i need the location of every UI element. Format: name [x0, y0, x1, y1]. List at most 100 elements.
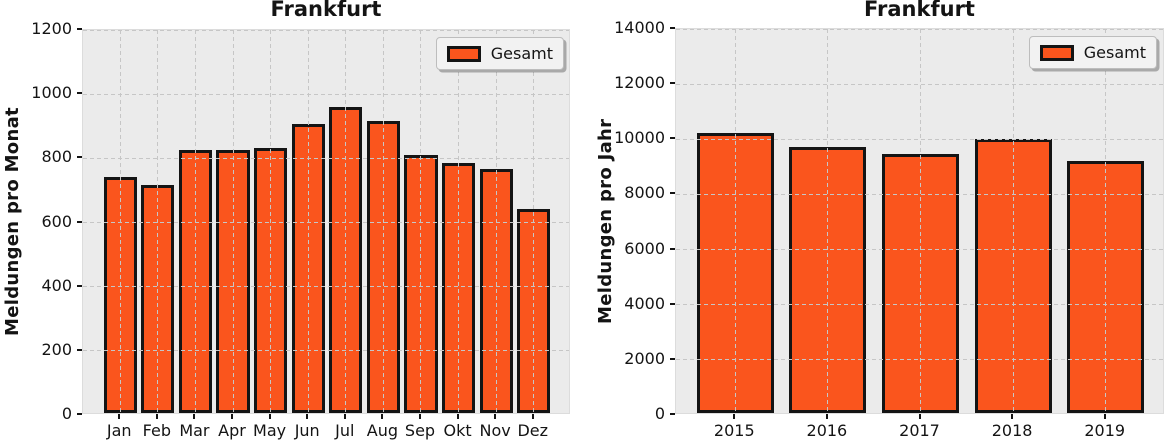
- y-tick-label-400: 400: [41, 275, 72, 295]
- x-tick-nov: [494, 414, 497, 419]
- gridline-x-aug: [382, 30, 384, 413]
- x-tick-label-jul: Jul: [335, 421, 355, 440]
- legend: Gesamt: [1028, 36, 1157, 69]
- gridline-y-400: [83, 286, 569, 288]
- gridline-y-1200: [83, 29, 569, 31]
- gridline-x-okt: [458, 30, 460, 413]
- x-tick-jun: [306, 414, 309, 419]
- gridline-x-jan: [119, 30, 121, 413]
- y-tick-400: [77, 284, 82, 287]
- y-tick-8000: [670, 192, 675, 195]
- y-tick-200: [77, 348, 82, 351]
- x-tick-label-mar: Mar: [179, 421, 210, 440]
- gridline-y-800: [83, 157, 569, 159]
- y-tick-label-1000: 1000: [31, 83, 72, 103]
- gridline-x-2016: [827, 29, 829, 413]
- x-tick-mar: [193, 414, 196, 419]
- legend-label: Gesamt: [490, 44, 553, 63]
- plot-area: Gesamt: [675, 28, 1164, 414]
- y-tick-1200: [77, 28, 82, 30]
- gridline-x-apr: [232, 30, 234, 413]
- x-tick-2017: [918, 414, 921, 419]
- y-tick-label-800: 800: [41, 147, 72, 167]
- gridline-y-600: [83, 222, 569, 223]
- chart-title: Frankfurt: [864, 0, 975, 21]
- y-tick-label-4000: 4000: [624, 293, 665, 313]
- x-tick-label-jan: Jan: [106, 421, 132, 440]
- x-tick-label-okt: Okt: [443, 421, 472, 440]
- gridline-x-2018: [1012, 29, 1014, 413]
- x-tick-2018: [1011, 414, 1014, 419]
- gridline-x-2015: [734, 29, 736, 413]
- gridline-y-8000: [676, 193, 1163, 195]
- gridline-x-2017: [920, 29, 921, 413]
- plot-area: Gesamt: [82, 29, 570, 414]
- y-tick-0: [670, 413, 675, 415]
- y-tick-0: [77, 413, 82, 415]
- gridline-y-6000: [676, 249, 1163, 251]
- gridline-y-14000: [676, 28, 1163, 30]
- gridline-x-jul: [345, 30, 347, 413]
- x-tick-label-2016: 2016: [806, 421, 848, 440]
- gridline-y-1000: [83, 93, 569, 95]
- x-tick-2016: [825, 414, 828, 419]
- legend: Gesamt: [435, 37, 564, 70]
- gridline-x-jun: [307, 30, 309, 413]
- x-tick-label-apr: Apr: [218, 421, 246, 440]
- y-tick-4000: [670, 302, 675, 305]
- gridline-x-dez: [533, 30, 535, 413]
- y-tick-label-8000: 8000: [624, 183, 665, 203]
- y-tick-label-0: 0: [61, 404, 72, 423]
- y-tick-label-0: 0: [654, 404, 665, 423]
- x-tick-label-2018: 2018: [991, 421, 1033, 440]
- gridline-x-mar: [194, 30, 196, 413]
- y-tick-label-600: 600: [41, 211, 72, 231]
- x-tick-aug: [381, 414, 384, 419]
- gridline-x-sep: [420, 30, 422, 413]
- x-tick-dez: [531, 414, 534, 419]
- y-tick-label-1200: 1200: [31, 19, 72, 38]
- gridline-x-may: [270, 30, 272, 413]
- y-tick-600: [77, 220, 82, 223]
- x-tick-sep: [418, 414, 421, 419]
- x-tick-label-aug: Aug: [366, 421, 399, 440]
- y-tick-6000: [670, 247, 675, 250]
- x-tick-label-dez: Dez: [517, 421, 549, 440]
- x-tick-feb: [155, 414, 158, 419]
- x-tick-label-feb: Feb: [142, 421, 171, 440]
- x-tick-jul: [343, 414, 346, 419]
- x-tick-label-jun: Jun: [294, 421, 320, 440]
- x-tick-may: [268, 414, 271, 419]
- y-tick-14000: [670, 27, 675, 29]
- legend-label: Gesamt: [1083, 43, 1146, 62]
- gridline-x-2019: [1105, 29, 1107, 413]
- x-tick-apr: [231, 414, 233, 419]
- x-tick-label-sep: Sep: [404, 421, 436, 440]
- y-tick-12000: [670, 82, 675, 85]
- y-tick-label-14000: 14000: [614, 18, 665, 37]
- gridline-y-4000: [676, 304, 1163, 306]
- x-tick-2019: [1103, 414, 1106, 419]
- x-tick-label-2015: 2015: [713, 421, 755, 440]
- y-tick-1000: [77, 92, 82, 95]
- gridline-y-2000: [676, 359, 1163, 361]
- gridline-x-nov: [495, 30, 497, 413]
- x-tick-label-2017: 2017: [899, 421, 940, 440]
- y-tick-label-6000: 6000: [624, 238, 665, 258]
- x-tick-jan: [118, 414, 121, 419]
- x-tick-label-nov: Nov: [479, 421, 511, 440]
- y-tick-label-12000: 12000: [614, 73, 665, 93]
- y-tick-label-10000: 10000: [614, 128, 665, 148]
- gridline-y-12000: [676, 83, 1163, 85]
- x-tick-label-2019: 2019: [1084, 421, 1126, 440]
- legend-swatch-gesamt: [1039, 44, 1074, 61]
- x-tick-2015: [733, 414, 736, 419]
- x-tick-label-may: May: [253, 421, 287, 440]
- y-tick-800: [77, 156, 82, 159]
- y-tick-label-200: 200: [41, 339, 72, 359]
- gridline-y-200: [83, 350, 569, 352]
- y-tick-10000: [670, 137, 675, 140]
